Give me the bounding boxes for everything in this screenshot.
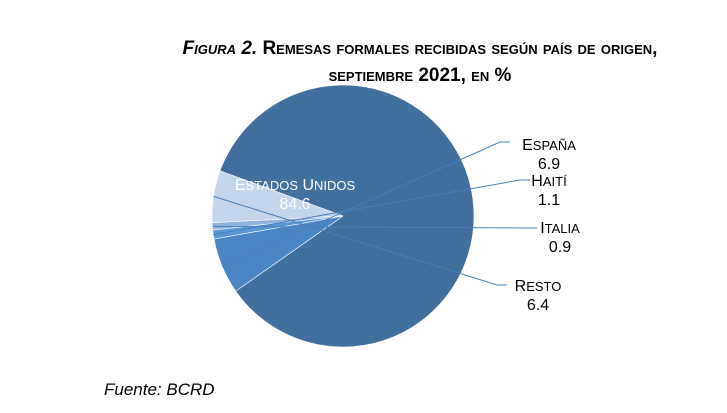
slice-label-italia: ITALIA (540, 220, 580, 237)
pie-slice-estados-unidos (219, 84, 475, 348)
leader-line-italia (212, 225, 537, 229)
slice-label-espa-a: ESPAÑA (522, 137, 576, 154)
slice-value-estados-unidos: 84.6 (279, 196, 310, 213)
source-note: Fuente: BCRD (104, 380, 215, 399)
title-text: Remesas formales recibidas según país de… (262, 38, 658, 86)
figure-label: Figura 2. (182, 38, 258, 59)
slice-label-hait-: HAITÍ (531, 173, 567, 190)
slice-label-estados-unidos: ESTADOS UNIDOS (235, 177, 356, 194)
leader-line-resto (213, 195, 507, 286)
slice-value-espa-a: 6.9 (538, 156, 560, 173)
slice-value-italia: 0.9 (549, 239, 571, 256)
leader-line-espa-a (221, 141, 510, 267)
pie-slice-resto (211, 170, 344, 223)
slice-value-resto: 6.4 (527, 297, 549, 314)
chart-title: Figura 2. Remesas formales recibidas seg… (150, 35, 690, 89)
slice-label-resto: RESTO (515, 278, 562, 295)
slice-value-hait-: 1.1 (538, 192, 560, 209)
leader-line-hait- (213, 179, 530, 236)
